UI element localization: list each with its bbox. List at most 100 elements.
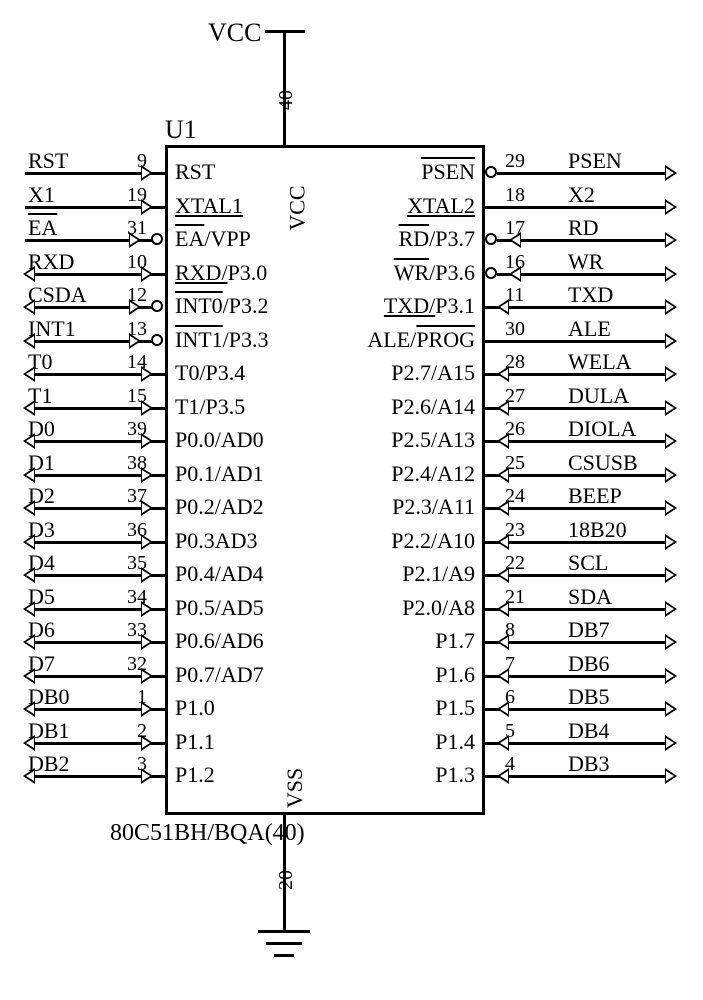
arrow-icon [129,333,141,349]
pin-inner-right: P2.2/A10 [391,528,475,554]
pin-name-right: DB3 [568,751,610,777]
arrow-icon [23,768,35,784]
pin-name-left: EA [28,215,57,241]
arrow-icon [497,768,509,784]
arrow-icon [141,400,153,416]
pin-name-left: RST [28,148,68,174]
arrow-icon [665,500,677,516]
pin-name-right: WR [568,249,603,275]
arrow-icon [141,567,153,583]
pin-name-right: WELA [568,349,632,375]
arrow-icon [497,467,509,483]
arrow-icon [23,668,35,684]
arrow-icon [23,735,35,751]
pin-name-left: INT1 [28,316,76,342]
pin-name-right: RD [568,215,599,241]
pin-inner-left: RXD/P3.0 [175,260,267,286]
inversion-bubble [151,233,163,245]
inversion-bubble [485,166,497,178]
arrow-icon [665,433,677,449]
arrow-icon [665,366,677,382]
arrow-icon [665,333,677,349]
arrow-icon [23,299,35,315]
pin20-number: 20 [275,870,298,890]
pin-inner-right: ALE/PROG [367,327,475,353]
pin-name-right: DULA [568,383,629,409]
pin-inner-right: P1.4 [435,729,475,755]
pin-name-right: CSUSB [568,450,638,476]
pin-inner-left: P1.0 [175,695,215,721]
pin-name-right: SCL [568,550,608,576]
arrow-icon [141,433,153,449]
arrow-icon [497,534,509,550]
arrow-icon [141,467,153,483]
arrow-icon [23,567,35,583]
arrow-icon [141,701,153,717]
arrow-icon [509,232,521,248]
arrow-icon [23,634,35,650]
arrow-icon [141,165,153,181]
arrow-icon [665,165,677,181]
pin-inner-left: P0.5/AD5 [175,595,264,621]
arrow-icon [23,400,35,416]
chip-vss-text: VSS [282,768,308,808]
pin-inner-right: TXD/P3.1 [384,293,475,319]
pin-name-right: DB5 [568,684,610,710]
arrow-icon [23,366,35,382]
pin-inner-left: P0.7/AD7 [175,662,264,688]
pin-name-right: TXD [568,282,613,308]
pin-inner-left: T1/P3.5 [175,394,245,420]
pin-num-left: 31 [107,217,147,240]
arrow-icon [141,634,153,650]
vcc-label: VCC [208,18,261,48]
gnd-bar-3 [274,954,294,957]
arrow-icon [23,534,35,550]
arrow-icon [497,500,509,516]
arrow-icon [497,601,509,617]
pin-name-right: X2 [568,182,595,208]
pin-inner-right: P1.3 [435,762,475,788]
arrow-icon [141,266,153,282]
pin-inner-left: P0.3AD3 [175,528,258,554]
pin-inner-left: RST [175,159,215,185]
pin40-number: 40 [275,90,298,110]
arrow-icon [665,400,677,416]
pin-inner-left: INT1/P3.3 [175,327,269,353]
pin-num-right: 30 [505,318,525,341]
arrow-icon [141,601,153,617]
schematic-container: VCC 40 U1 VCC VSS RST9RSTX119XTAL1EA31EA… [0,0,703,1000]
arrow-icon [497,735,509,751]
pin-name-right: DB4 [568,718,610,744]
arrow-icon [141,199,153,215]
pin-inner-right: P2.4/A12 [391,461,475,487]
pin-inner-left: P1.2 [175,762,215,788]
pin-num-left: 13 [107,318,147,341]
arrow-icon [665,601,677,617]
pin-name-right: PSEN [568,148,622,174]
gnd-bar-2 [266,942,302,945]
inversion-bubble [151,334,163,346]
arrow-icon [23,266,35,282]
pin-name-left: CSDA [28,282,87,308]
arrow-icon [23,500,35,516]
arrow-icon [665,668,677,684]
pin-name-right: DB6 [568,651,610,677]
pin-inner-right: WR/P3.6 [394,260,475,286]
arrow-icon [141,366,153,382]
pin-name-right: DB7 [568,617,610,643]
pin-inner-right: RD/P3.7 [399,226,475,252]
arrow-icon [497,701,509,717]
arrow-icon [129,299,141,315]
pin-inner-right: P2.7/A15 [391,360,475,386]
arrow-icon [23,333,35,349]
inversion-bubble [485,267,497,279]
pin-inner-right: P1.5 [435,695,475,721]
arrow-icon [665,701,677,717]
arrow-icon [141,668,153,684]
arrow-icon [497,567,509,583]
arrow-icon [509,266,521,282]
arrow-icon [665,232,677,248]
pin-inner-left: P0.2/AD2 [175,494,264,520]
pin-inner-left: EA/VPP [175,226,251,252]
vcc-wire [283,30,286,145]
